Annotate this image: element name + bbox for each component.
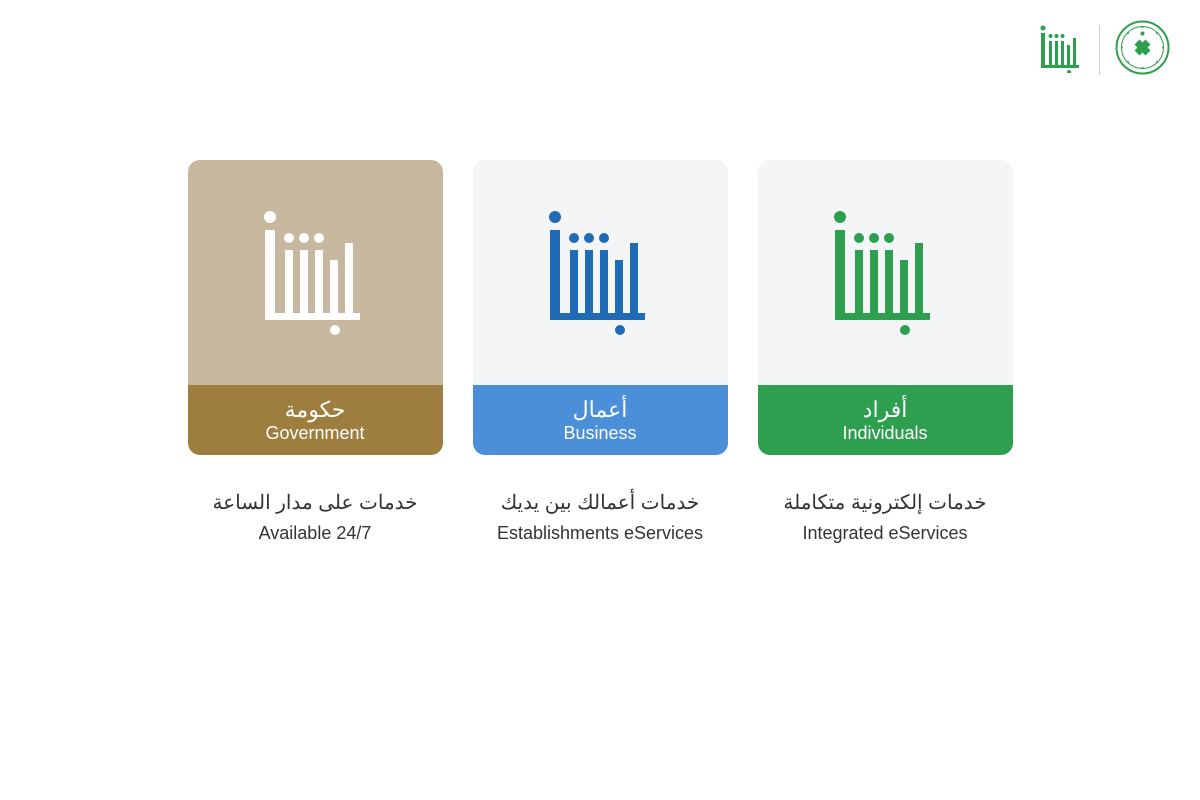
card-footer: أفراد Individuals [758,385,1013,455]
card-title-ar: أفراد [863,397,908,423]
card-title-ar: أعمال [573,397,628,423]
desc-ar: خدمات أعمالك بين يديك [497,490,703,515]
desc-en: Available 24/7 [212,523,417,544]
card-title-en: Government [265,423,364,444]
card-body [758,160,1013,385]
card-description: خدمات أعمالك بين يديك Establishments eSe… [497,490,703,544]
absher-logo-icon [545,205,655,340]
card-description: خدمات على مدار الساعة Available 24/7 [212,490,417,544]
card-individuals[interactable]: أفراد Individuals [758,160,1013,455]
absher-logo-icon [1039,23,1084,78]
card-title-ar: حكومة [285,397,346,423]
card-title-en: Individuals [842,423,927,444]
card-wrapper-business: أعمال Business خدمات أعمالك بين يديك Est… [473,160,728,544]
absher-logo-icon [830,205,940,340]
desc-en: Integrated eServices [783,523,986,544]
card-footer: أعمال Business [473,385,728,455]
card-body [473,160,728,385]
card-business[interactable]: أعمال Business [473,160,728,455]
logo-divider [1099,25,1100,75]
card-body [188,160,443,385]
card-description: خدمات إلكترونية متكاملة Integrated eServ… [783,490,986,544]
card-footer: حكومة Government [188,385,443,455]
desc-ar: خدمات إلكترونية متكاملة [783,490,986,515]
card-title-en: Business [563,423,636,444]
absher-logo-icon [260,205,370,340]
saudi-emblem-icon [1115,20,1170,80]
cards-container: حكومة Government خدمات على مدار الساعة A… [0,160,1200,544]
card-government[interactable]: حكومة Government [188,160,443,455]
desc-en: Establishments eServices [497,523,703,544]
header [0,0,1200,100]
card-wrapper-government: حكومة Government خدمات على مدار الساعة A… [188,160,443,544]
desc-ar: خدمات على مدار الساعة [212,490,417,515]
card-wrapper-individuals: أفراد Individuals خدمات إلكترونية متكامل… [758,160,1013,544]
